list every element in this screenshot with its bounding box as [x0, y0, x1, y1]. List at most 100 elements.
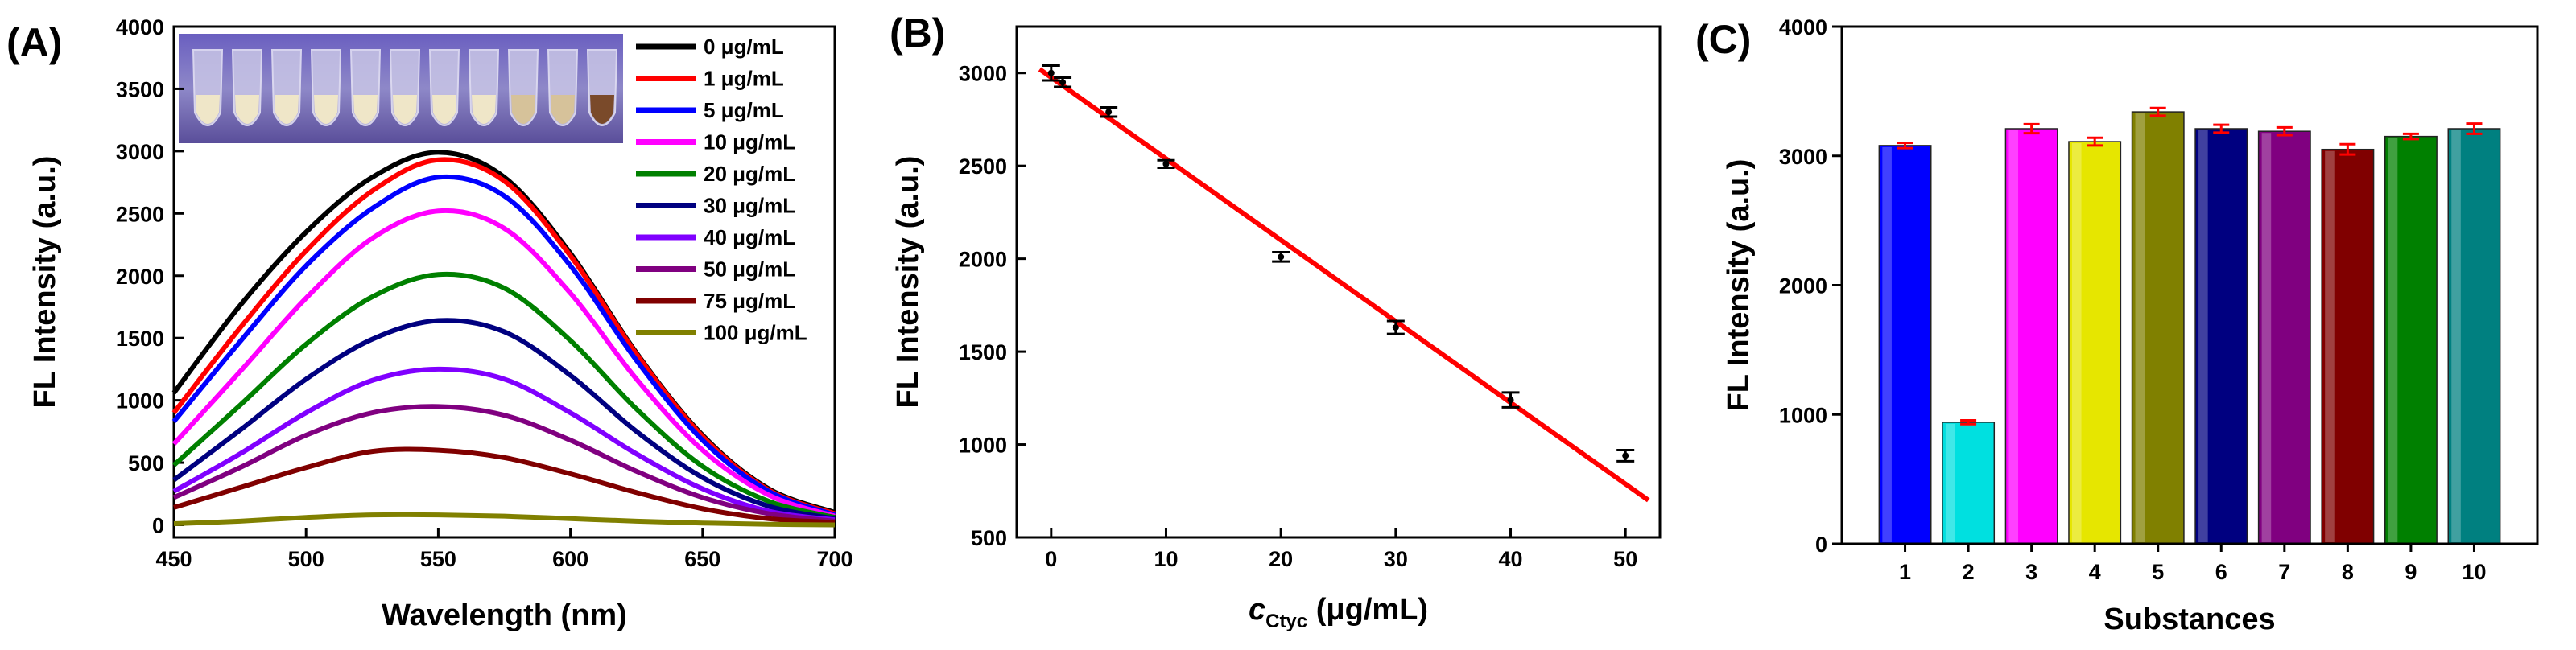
vial-solution — [511, 95, 535, 124]
legend-label: 50 μg/mL — [704, 257, 795, 282]
x-tick-label: 2 — [1963, 560, 1975, 584]
legend-label: 5 μg/mL — [704, 98, 784, 122]
panel-c: 1 2 3 4 5 6 7 8 9 10 0 1000 2000 3000 4000 (C) Substance… — [1695, 15, 2539, 636]
data-point — [1392, 324, 1399, 331]
x-tick-label: 500 — [288, 547, 324, 571]
y-tick-label: 0 — [152, 514, 164, 538]
y-tick-label: 500 — [971, 526, 1007, 550]
x-axis-title-unit: (μg/mL) — [1307, 593, 1428, 627]
x-tick-label: 3 — [2025, 560, 2037, 584]
legend-label: 30 μg/mL — [704, 194, 795, 218]
x-axis-title: cCtyc (μg/mL) — [1249, 593, 1428, 632]
y-tick-label: 2500 — [116, 202, 164, 226]
legend-label: 1 μg/mL — [704, 67, 784, 91]
data-point — [1622, 452, 1629, 459]
panel-b: 0 10 20 30 40 50 500 1000 1500 2000 2500 3000 (B) cCt… — [890, 10, 1662, 632]
y-tick-label: 2000 — [959, 248, 1007, 272]
vial-solution — [314, 95, 338, 124]
spectrum-line — [173, 446, 836, 525]
x-tick-label: 40 — [1498, 547, 1522, 571]
bar-highlight — [1882, 146, 1892, 542]
x-tick-label: 7 — [2278, 560, 2290, 584]
x-tick-label: 450 — [155, 547, 192, 571]
y-axis-title: FL Intensity (a.u.) — [1722, 159, 1756, 412]
vial-solution — [472, 95, 496, 124]
spectrum-line — [172, 366, 836, 523]
bar — [2447, 128, 2501, 545]
bar-highlight — [2261, 133, 2272, 542]
y-tick-label: 1500 — [959, 340, 1007, 364]
x-tick-label: 50 — [1613, 547, 1637, 571]
y-axis-title: FL Intensity (a.u.) — [28, 156, 62, 409]
y-tick-label: 1000 — [1779, 403, 1827, 427]
x-tick-label: 550 — [420, 547, 456, 571]
panel-label: (A) — [6, 20, 62, 65]
x-axis-title: Substances — [2103, 603, 2275, 636]
bar — [1942, 422, 1996, 545]
y-tick-label: 3000 — [1779, 145, 1827, 169]
y-tick-label: 3000 — [116, 140, 164, 164]
bar-highlight — [1945, 423, 1955, 542]
bar — [2068, 141, 2122, 545]
y-tick-label: 0 — [1815, 533, 1827, 557]
legend-label: 20 μg/mL — [704, 162, 795, 186]
panel-label: (B) — [890, 10, 945, 56]
x-axis-title: Wavelength (nm) — [382, 599, 627, 632]
vial-solution — [590, 95, 614, 124]
bar-highlight — [2388, 138, 2398, 542]
x-tick-label: 10 — [2462, 560, 2486, 584]
bar-highlight — [2325, 150, 2334, 542]
x-tick-label: 4 — [2089, 560, 2101, 584]
legend-label: 10 μg/mL — [704, 130, 795, 154]
spectrum-line — [171, 174, 836, 517]
x-tick-label: 1 — [1899, 560, 1911, 584]
bar-highlight — [2451, 130, 2461, 542]
data-point — [1047, 69, 1055, 76]
spectrum-line — [171, 208, 836, 519]
x-tick-label: 30 — [1384, 547, 1408, 571]
legend-label: 75 μg/mL — [704, 289, 795, 313]
y-tick-label: 1000 — [959, 434, 1007, 458]
data-point — [1278, 253, 1285, 261]
x-tick-label: 8 — [2342, 560, 2354, 584]
y-axis-title: FL Intensity (a.u.) — [891, 156, 925, 409]
panel-label: (C) — [1695, 17, 1751, 62]
vial-solution — [551, 95, 575, 124]
legend-label: 0 μg/mL — [704, 35, 784, 59]
plot-frame — [172, 25, 836, 539]
x-axis-title-variable: c — [1249, 593, 1265, 627]
bar — [2384, 135, 2438, 545]
y-tick-label: 4000 — [1779, 15, 1827, 39]
fit-line — [1038, 67, 1650, 503]
y-tick-label: 3000 — [959, 62, 1007, 86]
legend-label: 40 μg/mL — [704, 225, 795, 249]
bar — [1878, 145, 1932, 545]
y-tick-label: 3500 — [116, 77, 164, 101]
vial-solution — [275, 95, 299, 124]
x-tick-label: 20 — [1269, 547, 1293, 571]
x-tick-label: 0 — [1045, 547, 1057, 571]
x-tick-label: 6 — [2215, 560, 2227, 584]
vial-solution — [235, 95, 259, 124]
y-tick-label: 2000 — [116, 265, 164, 289]
vial-solution — [393, 95, 417, 124]
legend: 0 μg/mL 1 μg/mL 5 μg/mL 10 μg/mL 20 μg/mL 30 … — [636, 35, 807, 345]
x-tick-label: 9 — [2405, 560, 2417, 584]
vial-solution — [196, 95, 220, 124]
y-tick-label: 500 — [128, 451, 164, 475]
vial-solution — [353, 95, 378, 124]
y-tick-label: 1000 — [116, 389, 164, 413]
data-point — [1059, 79, 1067, 86]
bar — [2004, 128, 2058, 545]
panel-a: 450 500 550 600 650 700 0 500 1000 1500 2000 2500 30… — [6, 15, 853, 632]
y-tick-label: 2500 — [959, 154, 1007, 179]
x-axis-title-subscript: Ctyc — [1265, 611, 1307, 632]
bar-highlight — [2135, 113, 2145, 543]
y-tick-label: 4000 — [116, 15, 164, 39]
bar-highlight — [2198, 130, 2208, 542]
x-tick-label: 10 — [1154, 547, 1178, 571]
data-point — [1507, 397, 1514, 404]
spectrum-line — [173, 512, 836, 528]
bar-highlight — [2008, 130, 2019, 542]
